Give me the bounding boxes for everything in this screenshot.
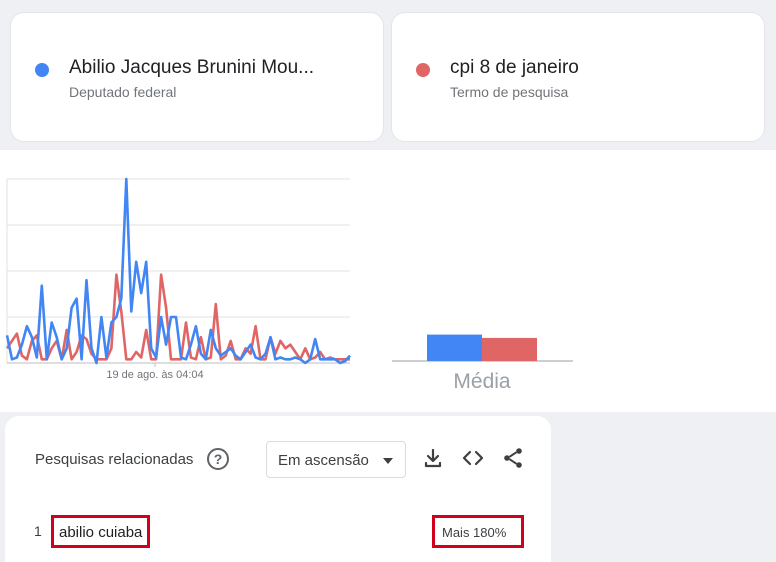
related-filter-select[interactable]: Em ascensão [266, 441, 406, 478]
comparison-term-title: Abilio Jacques Brunini Mou... [69, 57, 315, 78]
related-row-rank: 1 [34, 523, 42, 539]
comparison-card-2[interactable]: cpi 8 de janeiro Termo de pesquisa [391, 12, 765, 142]
interest-chart[interactable]: 19 de ago. às 04:04 Média [0, 150, 776, 412]
interest-over-time-panel: 19 de ago. às 04:04 Média [0, 150, 776, 412]
download-icon[interactable] [421, 446, 445, 470]
related-searches-panel: Pesquisas relacionadas ? Em ascensão 1 a… [5, 416, 551, 562]
caret-down-icon [383, 458, 393, 464]
average-bar-blue [427, 334, 482, 361]
average-bar-red [482, 337, 537, 361]
series-line-blue [5, 177, 351, 365]
related-searches-title: Pesquisas relacionadas [35, 451, 194, 468]
series-color-dot [35, 63, 49, 77]
related-row-term[interactable]: abilio cuiaba [51, 515, 151, 548]
related-row-value: Mais 180% [432, 515, 524, 548]
series-line-red [5, 273, 350, 361]
comparison-term-title: cpi 8 de janeiro [450, 57, 579, 78]
x-tick-label: 19 de ago. às 04:04 [106, 369, 203, 381]
average-label: Média [453, 370, 511, 393]
help-icon[interactable]: ? [207, 448, 229, 470]
comparison-term-type: Deputado federal [69, 84, 177, 100]
embed-code-icon[interactable] [461, 446, 485, 470]
share-icon[interactable] [501, 446, 525, 470]
comparison-term-type: Termo de pesquisa [450, 84, 569, 100]
series-color-dot [416, 63, 430, 77]
related-filter-value: Em ascensão [278, 452, 369, 469]
comparison-card-1[interactable]: Abilio Jacques Brunini Mou... Deputado f… [10, 12, 384, 142]
